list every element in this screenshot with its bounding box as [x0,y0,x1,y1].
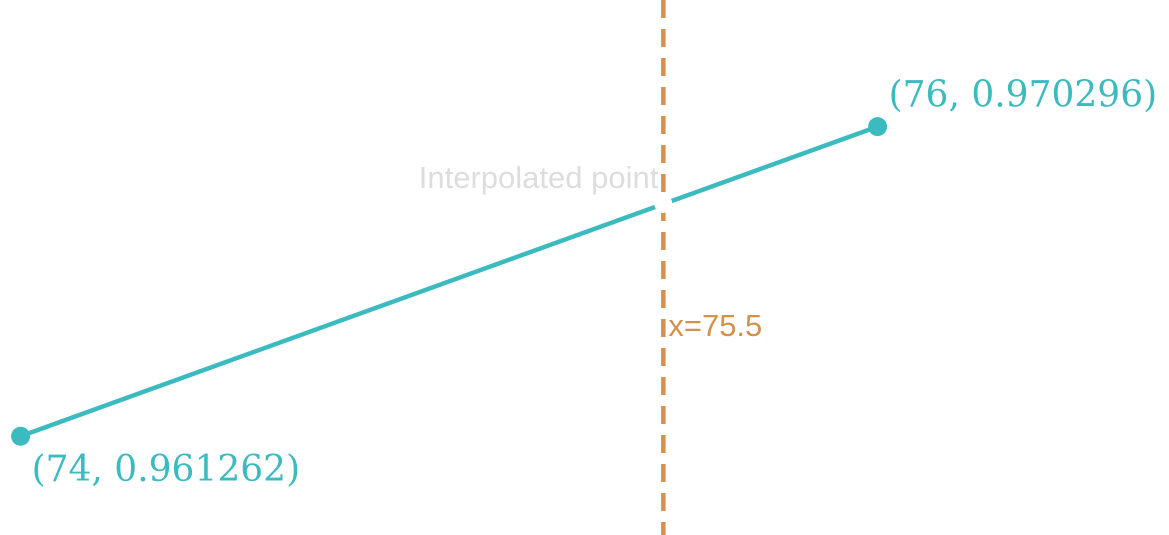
data-label-end: (76, 0.970296) [889,75,1158,116]
vertical-line-label: x=75.5 [668,308,762,343]
data-label-start: (74, 0.961262) [32,449,301,490]
data-point-end [868,117,888,137]
series-line [18,124,880,439]
interpolated-point [654,194,673,213]
interpolated-point-label: Interpolated point [419,160,659,195]
data-point-start [11,426,31,446]
